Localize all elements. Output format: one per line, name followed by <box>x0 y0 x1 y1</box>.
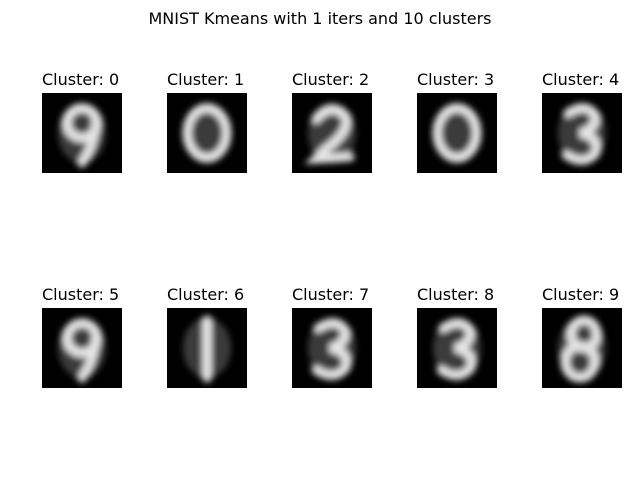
cluster-panel: Cluster: 6 <box>167 285 247 388</box>
cluster-label: Cluster: 9 <box>542 285 619 304</box>
cluster-panel: Cluster: 7 <box>292 285 372 388</box>
cluster-centroid <box>558 315 606 383</box>
cluster-panel: Cluster: 9 <box>542 285 622 388</box>
cluster-centroid <box>182 103 232 163</box>
digit-glyph <box>304 103 356 165</box>
digit-stroke <box>77 118 101 168</box>
digit-glyph <box>433 318 481 380</box>
digit-glyph <box>308 318 356 380</box>
cluster-panel: Cluster: 8 <box>417 285 497 388</box>
digit-glyph <box>58 103 106 168</box>
digit-stroke <box>436 318 477 380</box>
cluster-panel: Cluster: 2 <box>292 70 372 173</box>
cluster-panel: Cluster: 1 <box>167 70 247 173</box>
cluster-panel: Cluster: 4 <box>542 70 622 173</box>
cluster-label: Cluster: 4 <box>542 70 619 89</box>
cluster-panel: Cluster: 0 <box>42 70 122 173</box>
figure-title: MNIST Kmeans with 1 iters and 10 cluster… <box>148 9 491 28</box>
cluster-centroid <box>558 103 606 165</box>
digit-stroke <box>182 103 232 163</box>
cluster-label: Cluster: 6 <box>167 285 244 304</box>
cluster-label: Cluster: 5 <box>42 285 119 304</box>
digit-glyph <box>558 103 606 165</box>
digit-stroke <box>432 103 482 163</box>
cluster-centroid <box>183 315 231 383</box>
digit-glyph <box>183 315 231 383</box>
cluster-centroid <box>58 103 106 168</box>
cluster-centroid <box>308 318 356 380</box>
cluster-label: Cluster: 3 <box>417 70 494 89</box>
cluster-label: Cluster: 8 <box>417 285 494 304</box>
cluster-centroid <box>432 103 482 163</box>
cluster-panel: Cluster: 3 <box>417 70 497 173</box>
digit-glyph <box>432 103 482 163</box>
cluster-panels: Cluster: 0 Cluster: 1 Cluster: 2 Cluster: 3… <box>42 70 622 388</box>
cluster-label: Cluster: 2 <box>292 70 369 89</box>
cluster-centroid <box>433 318 481 380</box>
cluster-centroid <box>58 318 106 383</box>
digit-stroke <box>561 103 602 165</box>
cluster-label: Cluster: 1 <box>167 70 244 89</box>
cluster-label: Cluster: 7 <box>292 285 369 304</box>
digit-glyph <box>58 318 106 383</box>
digit-stroke <box>77 333 101 383</box>
digit-stroke <box>560 341 600 383</box>
digit-stroke <box>311 318 352 380</box>
digit-glyph <box>182 103 232 163</box>
cluster-panel: Cluster: 5 <box>42 285 122 388</box>
cluster-label: Cluster: 0 <box>42 70 119 89</box>
digit-stroke <box>304 105 355 165</box>
digit-glyph <box>558 315 606 383</box>
cluster-centroid <box>304 103 356 165</box>
